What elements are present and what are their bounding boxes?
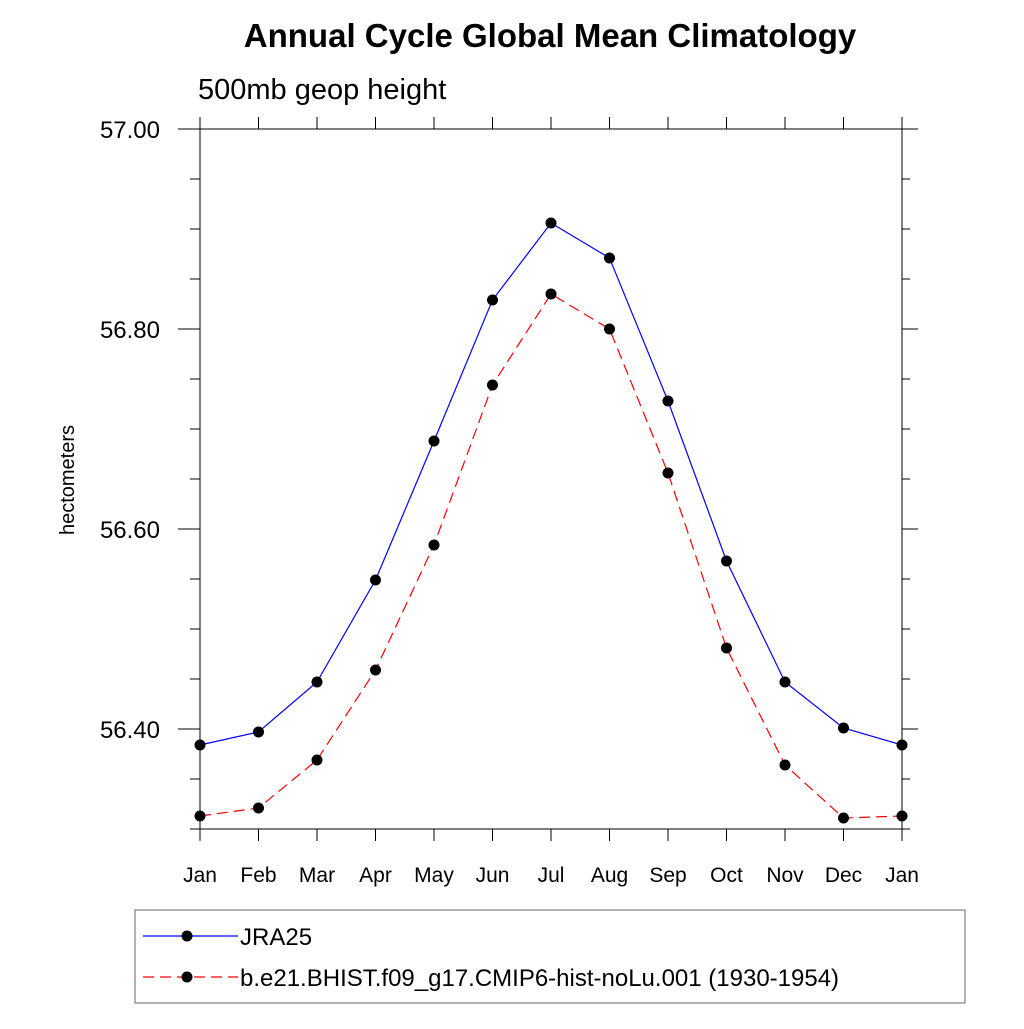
series-1-point: [779, 676, 791, 688]
series-layer: [194, 217, 908, 824]
series-1-point: [311, 676, 323, 688]
x-tick-label: May: [414, 864, 454, 887]
series-1-point: [545, 217, 557, 229]
y-axis-label: hectometers: [57, 425, 79, 535]
x-tick-label: Sep: [649, 864, 686, 887]
series-line-1: [199, 222, 903, 746]
chart-title: Annual Cycle Global Mean Climatology: [244, 17, 857, 54]
series-1-point: [896, 739, 908, 751]
series-1-point: [194, 739, 206, 751]
y-tick-label: 56.40: [100, 717, 160, 744]
legend-label-2: b.e21.BHIST.f09_g17.CMIP6-hist-noLu.001 …: [240, 965, 839, 992]
x-tick-label: Apr: [359, 864, 392, 887]
series-2-point: [779, 759, 791, 771]
series-2-point: [253, 802, 264, 814]
y-tick-label: 57.00: [100, 117, 160, 144]
legend-entries: JRA25 b.e21.BHIST.f09_g17.CMIP6-hist-noLu…: [143, 924, 839, 992]
y-tick-label: 56.60: [100, 517, 160, 544]
chart-subtitle: 500mb geop height: [198, 74, 446, 106]
series-2-point: [487, 379, 498, 391]
legend-label-1: JRA25: [240, 924, 312, 951]
series-2-point: [311, 754, 323, 766]
series-2-point: [428, 539, 440, 551]
axis-ticks: Jan Feb Mar Apr May Jun Jul Aug Sep Oct Nov Dec Jan 5…: [100, 117, 919, 887]
series-2-point: [721, 642, 732, 654]
series-2-point: [662, 467, 674, 479]
series-line-2: [199, 293, 903, 819]
series-1-point: [428, 435, 440, 447]
plot-frame: [199, 128, 903, 830]
series-1-point: [370, 574, 381, 586]
x-tick-label: Oct: [710, 864, 743, 887]
series-2-point: [604, 323, 615, 335]
series-2-point: [370, 664, 381, 676]
series-1-point: [721, 555, 732, 567]
legend-marker-2: [181, 971, 193, 983]
legend-marker-1: [181, 930, 193, 942]
x-tick-label: Jun: [476, 864, 510, 887]
series-2-point: [545, 288, 557, 300]
x-tick-label: Nov: [766, 864, 804, 887]
x-tick-label: Feb: [240, 864, 276, 887]
series-2-point: [838, 812, 849, 824]
y-tick-label: 56.80: [100, 317, 160, 344]
series-1-point: [838, 722, 849, 734]
legend-box: [134, 909, 966, 1004]
series-1-point: [604, 252, 615, 264]
x-tick-label: Jul: [538, 864, 565, 887]
x-tick-label: Mar: [299, 864, 335, 887]
x-tick-label: Jan: [183, 864, 217, 887]
x-tick-label: Dec: [825, 864, 862, 887]
series-1-point: [253, 726, 264, 738]
series-2-point: [194, 810, 206, 822]
series-2-point: [896, 810, 908, 822]
x-tick-label: Aug: [591, 864, 628, 887]
series-1-point: [487, 294, 498, 306]
legend: JRA25 b.e21.BHIST.f09_g17.CMIP6-hist-noLu…: [134, 909, 966, 1004]
x-tick-label: Jan: [885, 864, 919, 887]
series-1-point: [662, 395, 674, 407]
